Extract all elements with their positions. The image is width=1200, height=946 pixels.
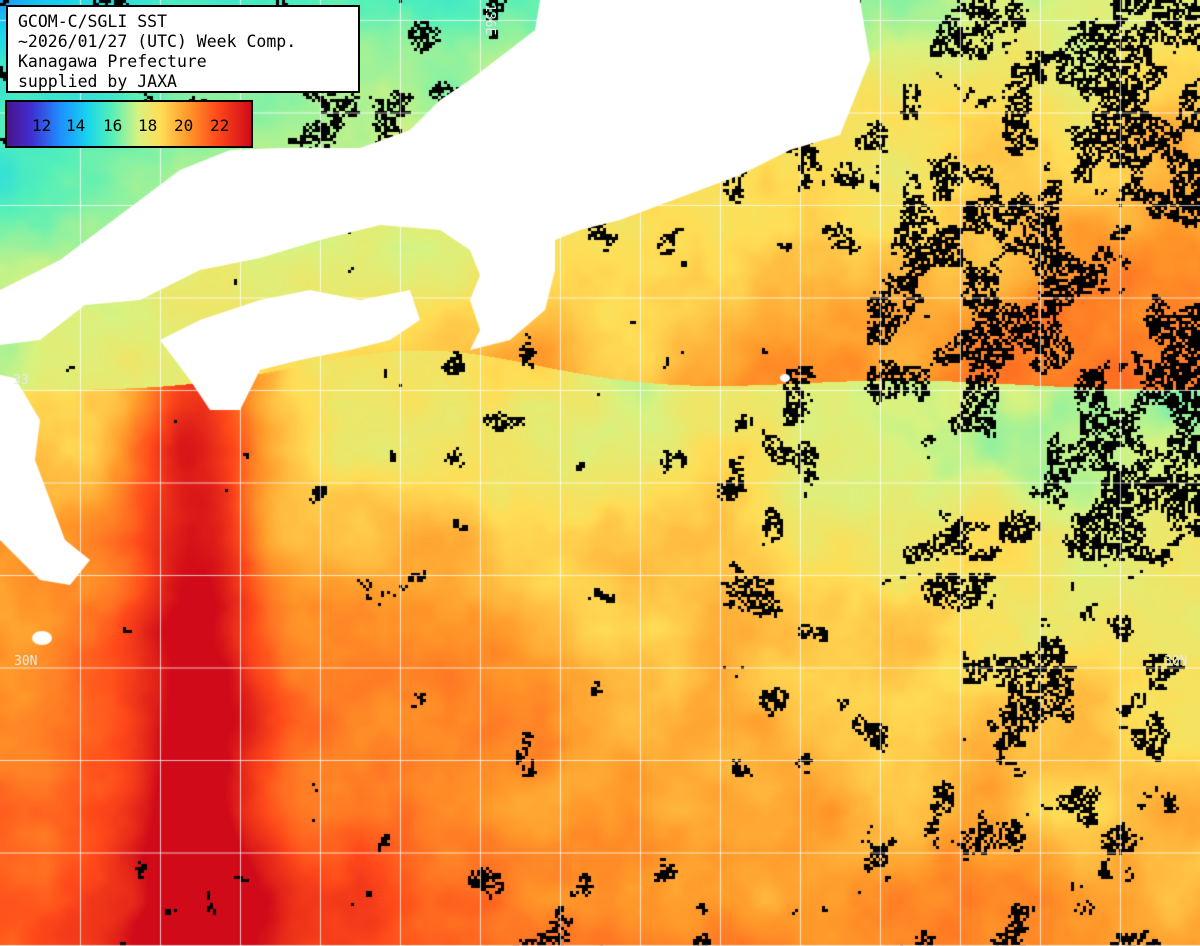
supplier-line: supplied by JAXA [18,72,177,91]
latitude-label-left: 30N [14,654,38,669]
temperature-legend: 12 14 16 18 20 22 [5,100,253,148]
title-line: GCOM-C/SGLI SST [18,12,168,31]
latitude-label-partial: 33 [13,373,29,388]
legend-label: 12 [32,116,52,135]
date-line: ~2026/01/27 (UTC) Week Comp. [18,32,297,51]
legend-label: 14 [66,116,86,135]
legend-label: 20 [174,116,194,135]
legend-label: 22 [210,116,230,135]
legend-label: 16 [103,116,123,135]
region-line: Kanagawa Prefecture [18,52,207,71]
latitude-label-right: 30N [1164,654,1188,669]
longitude-label: 136E [482,4,497,36]
legend-label: 18 [138,116,158,135]
title-box: GCOM-C/SGLI SST ~2026/01/27 (UTC) Week C… [6,5,360,93]
